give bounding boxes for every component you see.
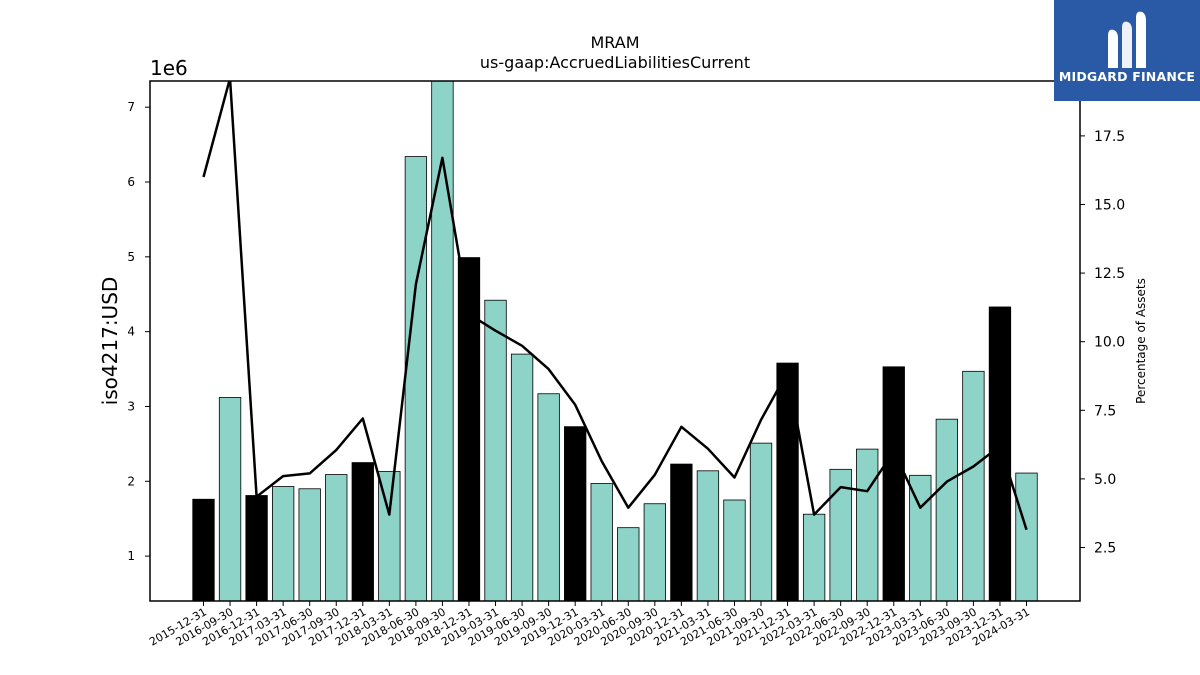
y-tick-label: 1: [127, 549, 135, 563]
bar-2018-06-30: [404, 156, 428, 601]
bar-2016-09-30: [218, 397, 242, 601]
chart-subtitle: us-gaap:AccruedLiabilitiesCurrent: [480, 53, 750, 72]
bar-series: [192, 81, 1038, 601]
y-tick-label: 2: [127, 474, 135, 488]
bar-2019-03-31: [484, 299, 507, 601]
y-axis-multiplier: 1e6: [150, 56, 188, 80]
bar-2017-09-30: [325, 474, 348, 601]
y2-tick-label: 7.5: [1094, 403, 1116, 419]
bar-2020-09-30: [643, 503, 666, 601]
bar-2022-06-30: [829, 468, 852, 601]
bar-2020-03-31: [590, 483, 613, 601]
bar-2023-03-31: [909, 474, 932, 601]
y2-axis-label: Percentage of Assets: [1134, 278, 1148, 404]
y-tick-label: 5: [127, 250, 135, 264]
bar-2022-09-30: [856, 448, 879, 601]
bar-2024-03-31: [1015, 472, 1038, 601]
y2-tick-label: 15.0: [1094, 197, 1125, 213]
bar-2019-12-31: [564, 426, 587, 601]
midgard-m-icon: [1108, 11, 1146, 68]
line-series: [202, 81, 1028, 531]
brand-logo: MIDGARD FINANCE: [1054, 0, 1200, 101]
y-axis-label: iso4217:USD: [98, 277, 122, 406]
bar-2022-03-31: [802, 513, 826, 601]
y-tick-label: 6: [127, 175, 135, 189]
bar-2017-03-31: [271, 486, 295, 601]
bar-2022-12-31: [882, 366, 905, 601]
bar-2021-03-31: [696, 470, 720, 601]
bar-2023-12-31: [988, 306, 1012, 601]
plot-frame: [149, 80, 1081, 602]
y2-tick-label: 5.0: [1094, 472, 1116, 488]
bar-2021-09-30: [749, 442, 773, 601]
brand-name: MIDGARD FINANCE: [1058, 69, 1196, 84]
y2-tick-label: 2.5: [1094, 540, 1116, 556]
bar-2023-09-30: [962, 370, 985, 601]
y2-tick-label: 10.0: [1094, 335, 1125, 351]
bar-2015-12-31: [192, 498, 215, 601]
y-tick-label: 4: [127, 325, 135, 339]
bar-2021-06-30: [723, 499, 746, 601]
y-tick-label: 3: [127, 399, 135, 413]
bar-2020-06-30: [617, 527, 640, 601]
bar-2017-12-31: [351, 462, 374, 601]
bar-2019-06-30: [510, 353, 534, 601]
bar-2018-12-31: [457, 257, 481, 601]
y2-tick-label: 12.5: [1094, 266, 1125, 282]
bar-2021-12-31: [776, 362, 799, 601]
bar-2017-06-30: [298, 488, 321, 601]
percentage-line: [202, 81, 1028, 531]
bar-2016-12-31: [245, 495, 268, 601]
bar-2018-03-31: [378, 471, 401, 601]
chart-title: MRAM: [590, 33, 639, 52]
bar-2020-12-31: [670, 463, 693, 601]
y2-tick-label: 17.5: [1094, 129, 1125, 145]
y-tick-label: 7: [127, 100, 135, 114]
bar-2018-09-30: [431, 81, 454, 601]
bar-2023-06-30: [935, 418, 959, 601]
bar-2019-09-30: [537, 393, 560, 601]
